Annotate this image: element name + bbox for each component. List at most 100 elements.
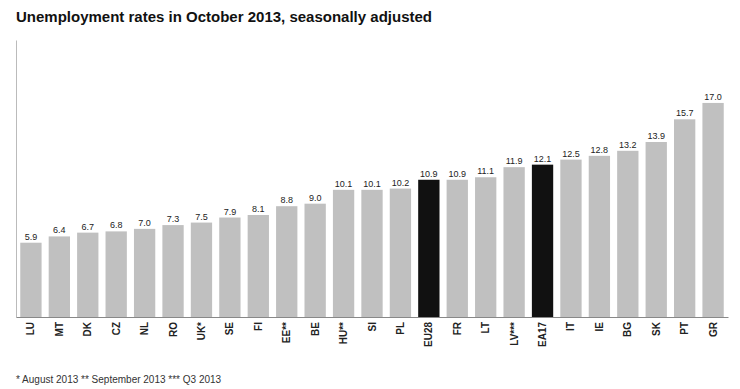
bar (447, 180, 468, 317)
bar (191, 223, 212, 317)
x-tick-label: SI (367, 322, 378, 332)
x-tick: EU28 (423, 317, 434, 347)
bar (77, 233, 98, 317)
x-tick-label: FI (253, 322, 264, 331)
x-tick-label: LV*** (509, 322, 520, 346)
data-label: 6.7 (82, 222, 95, 232)
x-tick: CZ (111, 317, 122, 335)
x-tick: HU** (338, 317, 349, 344)
x-tick-label: RO (168, 322, 179, 337)
x-tick-label: DK (82, 321, 93, 336)
x-tick-label: IT (565, 322, 576, 331)
bar (219, 218, 240, 317)
data-label: 7.9 (224, 207, 237, 217)
bar (106, 231, 127, 317)
bar (361, 190, 382, 317)
bar (532, 165, 553, 317)
bar (248, 215, 269, 317)
data-label: 7.3 (167, 214, 180, 224)
bar (276, 206, 297, 317)
x-tick-label: LT (480, 322, 491, 333)
data-label: 12.8 (591, 145, 609, 155)
bar (674, 119, 695, 317)
y-axis-line (16, 41, 17, 318)
bar (702, 103, 723, 317)
bar (333, 190, 354, 317)
x-tick: MT (54, 317, 65, 336)
data-label: 12.1 (534, 154, 552, 164)
x-tick: EA17 (537, 317, 548, 347)
plot: LUMTDKCZNLROUK*SEFIEE**BEHU**SIPLEU28FRL… (17, 41, 729, 348)
x-tick-label: FR (452, 321, 463, 335)
x-tick: SI (367, 317, 378, 331)
x-tick-label: EA17 (537, 322, 548, 347)
x-tick-label: CZ (111, 322, 122, 335)
x-tick-label: EE** (281, 322, 292, 343)
x-tick: BG (622, 317, 633, 337)
x-tick: EE** (281, 317, 292, 343)
data-label: 12.5 (562, 149, 580, 159)
data-label: 17.0 (704, 92, 722, 102)
x-tick: PL (395, 317, 406, 335)
data-label: 7.0 (138, 218, 151, 228)
x-tick-label: UK* (196, 322, 207, 340)
bar (390, 189, 411, 317)
data-label: 6.8 (110, 220, 123, 230)
data-label: 10.1 (363, 179, 381, 189)
x-tick-label: IE (594, 322, 605, 332)
bar (560, 160, 581, 317)
data-label: 7.5 (195, 212, 208, 222)
y-axis (16, 41, 17, 318)
data-label: 10.2 (392, 178, 410, 188)
x-tick-label: HU** (338, 322, 349, 344)
bars (20, 103, 723, 317)
data-label: 6.4 (53, 225, 66, 235)
x-tick: LV*** (509, 317, 520, 346)
bar (134, 229, 155, 317)
annotations: * August 2013 ** September 2013 *** Q3 2… (16, 374, 222, 385)
data-label: 8.8 (280, 195, 293, 205)
x-tick: SK (651, 317, 662, 336)
data-label: 9.0 (309, 193, 322, 203)
x-tick-label: SK (651, 321, 662, 336)
footnote: * August 2013 ** September 2013 *** Q3 2… (16, 374, 222, 385)
x-tick: LU (25, 317, 36, 335)
x-tick-label: EU28 (423, 322, 434, 347)
x-tick: LT (480, 317, 491, 333)
bar (589, 156, 610, 317)
x-tick: FI (253, 317, 264, 331)
x-tick: PT (679, 317, 690, 335)
bar (503, 167, 524, 317)
x-tick: SE (224, 317, 235, 335)
x-axis-line (17, 317, 729, 318)
bar (20, 243, 41, 317)
x-tick-label: PL (395, 322, 406, 335)
data-labels: 5.9 6.4 6.7 6.8 7.0 7.3 7.5 7.9 8.1 8.8 9.0 10.1 10.… (25, 92, 722, 242)
bar (49, 236, 70, 317)
bar (418, 180, 439, 317)
x-tick-label: SE (224, 322, 235, 336)
x-tick: IT (565, 317, 576, 331)
x-tick: RO (168, 317, 179, 337)
bar (617, 151, 638, 317)
bar (475, 177, 496, 317)
data-label: 15.7 (676, 108, 694, 118)
data-label: 5.9 (25, 232, 38, 242)
x-tick: GR (708, 317, 719, 337)
x-tick: UK* (196, 317, 207, 340)
data-label: 13.9 (647, 131, 665, 141)
x-tick: FR (452, 317, 463, 335)
bar (646, 142, 667, 317)
chart: LUMTDKCZNLROUK*SEFIEE**BEHU**SIPLEU28FRL… (0, 0, 740, 389)
data-label: 10.9 (449, 169, 467, 179)
data-label: 10.9 (420, 169, 438, 179)
x-tick-label: PT (679, 322, 690, 335)
data-label: 11.1 (477, 166, 494, 176)
bar (162, 225, 183, 317)
x-tick-label: GR (708, 321, 719, 337)
x-tick-label: MT (54, 322, 65, 336)
x-tick-label: BG (622, 322, 633, 337)
data-label: 8.1 (252, 204, 265, 214)
x-tick-label: NL (139, 322, 150, 335)
title: Unemployment rates in October 2013, seas… (16, 8, 432, 25)
